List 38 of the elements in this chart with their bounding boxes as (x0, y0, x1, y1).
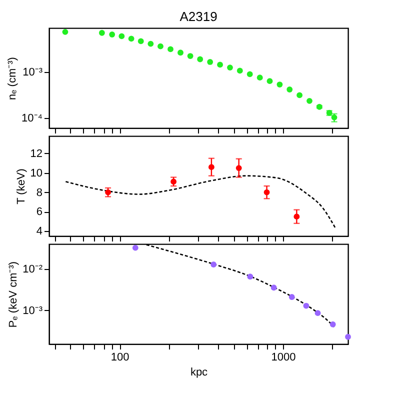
point (187, 53, 194, 59)
y-tick-label: 4 (36, 226, 42, 238)
point (246, 71, 253, 78)
chart-title: A2319 (180, 9, 218, 24)
x-tick-label: 1000 (271, 352, 296, 364)
point (128, 36, 134, 42)
point (197, 56, 204, 62)
point (306, 98, 312, 104)
x-axis-title: kpc (190, 366, 208, 378)
point (178, 50, 184, 56)
point (227, 64, 233, 71)
y-axis-title: Pₑ (keV cm⁻³) (8, 261, 20, 328)
y-tick-label: 8 (36, 186, 42, 199)
y-tick-label: 10 (30, 167, 42, 180)
point (236, 68, 243, 74)
y-tick-label: 10⁻² (22, 263, 43, 276)
y-tick-label: 10⁻³ (22, 304, 43, 317)
y-tick-label: 12 (30, 148, 42, 160)
point (296, 92, 302, 98)
point (276, 82, 283, 88)
point (168, 46, 174, 52)
point (109, 32, 116, 38)
point (158, 43, 164, 50)
point (217, 62, 223, 68)
point (286, 86, 293, 92)
y-tick-label: 6 (36, 206, 42, 218)
point (256, 74, 263, 81)
point (266, 78, 273, 84)
point (148, 40, 154, 47)
y-axis-title: nₑ (cm⁻³) (6, 57, 19, 100)
point (207, 59, 214, 65)
y-tick-label: 10⁻⁴ (22, 112, 43, 124)
point (138, 38, 144, 44)
y-tick-label: 10⁻³ (22, 66, 43, 78)
x-tick-label: 100 (110, 352, 130, 364)
y-axis-title: T (keV) (15, 168, 28, 204)
point (118, 33, 125, 40)
point (98, 30, 105, 36)
